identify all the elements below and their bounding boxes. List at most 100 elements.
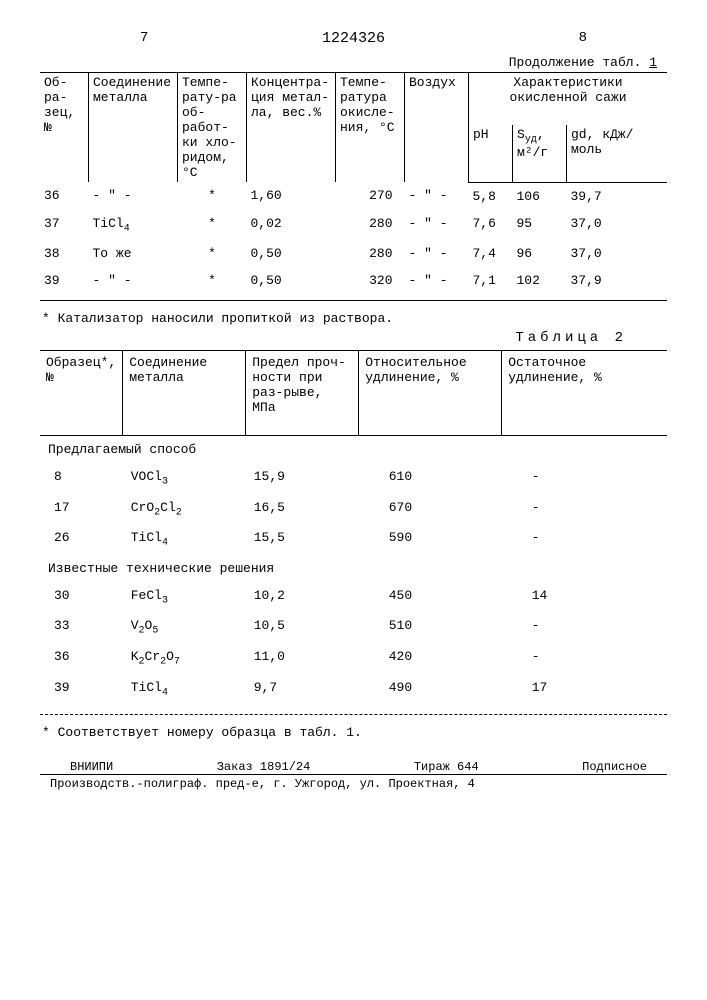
t1-col-sud: Sуд,м²/г	[513, 125, 567, 182]
cell-compound: VOCl3	[123, 463, 246, 494]
table-2-body: Предлагаемый способ	[40, 436, 667, 464]
cell-sample: 39	[40, 674, 123, 705]
table-row: 33V2O510,5510-	[40, 612, 667, 643]
cell-sample: 36	[40, 182, 89, 210]
cell-tox: 320	[336, 267, 405, 294]
t2-col-resid: Остаточное удлинение, %	[502, 351, 667, 436]
table-1-body: 36- " -*1,60270- " -5,810639,737TiCl4*0,…	[40, 182, 667, 294]
cell-air: - " -	[405, 182, 469, 210]
table-2-rows-b: 30FeCl310,24501433V2O510,5510-36K2Cr2O71…	[40, 582, 667, 704]
table-2-footnote: * Соответствует номеру образца в табл. 1…	[42, 725, 667, 740]
cell-compound: TiCl4	[123, 524, 246, 555]
cell-sample: 37	[40, 210, 89, 241]
t1-col-compound: Соединение металла	[89, 73, 178, 183]
cell-sud: 106	[513, 182, 567, 210]
t2-col-compound: Соединение металла	[123, 351, 246, 436]
page-number-left: 7	[140, 30, 148, 46]
table-row: 36- " -*1,60270- " -5,810639,7	[40, 182, 667, 210]
footer: ВНИИПИ Заказ 1891/24 Тираж 644 Подписное…	[40, 760, 667, 791]
t1-col-sample: Об-ра-зец, №	[40, 73, 89, 183]
table-row: 26TiCl415,5590-	[40, 524, 667, 555]
cell-sud: 102	[513, 267, 567, 294]
cell-resid: 17	[502, 674, 667, 705]
document-number: 1224326	[40, 30, 667, 47]
cell-strength: 10,2	[246, 582, 359, 613]
cell-sample: 33	[40, 612, 123, 643]
cell-elong: 590	[359, 524, 502, 555]
t1-col-temp-ox: Темпе-ратура окисле-ния, °С	[336, 73, 405, 183]
cell-sample: 17	[40, 494, 123, 525]
table-2: Образец*, № Соединение металла Предел пр…	[40, 350, 667, 704]
t2-col-elong: Относительное удлинение, %	[359, 351, 502, 436]
table-2-label: Таблица 2	[40, 330, 667, 346]
table-2-header: Образец*, № Соединение металла Предел пр…	[40, 351, 667, 436]
cell-gd: 39,7	[567, 182, 668, 210]
footer-org: ВНИИПИ	[70, 760, 113, 774]
cell-air: - " -	[405, 240, 469, 267]
cell-tcl: *	[178, 240, 247, 267]
cell-sample: 36	[40, 643, 123, 674]
cell-elong: 420	[359, 643, 502, 674]
table-row: 39TiCl49,749017	[40, 674, 667, 705]
footer-line-1: ВНИИПИ Заказ 1891/24 Тираж 644 Подписное	[40, 760, 667, 775]
cell-air: - " -	[405, 267, 469, 294]
t1-col-air: Воздух	[405, 73, 469, 183]
cell-strength: 16,5	[246, 494, 359, 525]
cell-compound: TiCl4	[123, 674, 246, 705]
cell-sud: 95	[513, 210, 567, 241]
t1-col-conc: Концентра-ция метал-ла, вес.%	[247, 73, 336, 183]
t2-section-b: Известные технические решения	[40, 555, 667, 582]
cell-elong: 450	[359, 582, 502, 613]
cell-tcl: *	[178, 210, 247, 241]
cell-tox: 280	[336, 210, 405, 241]
cell-tox: 270	[336, 182, 405, 210]
cell-elong: 510	[359, 612, 502, 643]
footer-tirazh: Тираж 644	[414, 760, 479, 774]
cell-compound: TiCl4	[89, 210, 178, 241]
t2-col-strength: Предел проч-ности при раз-рыве, МПа	[246, 351, 359, 436]
cell-resid: -	[502, 524, 667, 555]
table-1-header: Об-ра-зец, № Соединение металла Темпе-ра…	[40, 73, 667, 183]
cell-strength: 15,5	[246, 524, 359, 555]
table-row: 39- " -*0,50320- " -7,110237,9	[40, 267, 667, 294]
cell-strength: 15,9	[246, 463, 359, 494]
table-row: 38То же*0,50280- " -7,49637,0	[40, 240, 667, 267]
cell-elong: 670	[359, 494, 502, 525]
cell-resid: 14	[502, 582, 667, 613]
table-2-rows-a: 8VOCl315,9610-17CrO2Cl216,5670-26TiCl415…	[40, 463, 667, 555]
cell-resid: -	[502, 494, 667, 525]
t1-col-group: Характеристики окисленной сажи	[469, 73, 668, 125]
page-number-right: 8	[579, 30, 587, 46]
page: 7 8 1224326 Продолжение табл. 1 Об-ра-зе…	[0, 0, 707, 811]
footer-order: Заказ 1891/24	[217, 760, 311, 774]
t1-col-ph: pH	[469, 125, 513, 182]
table-row: 37TiCl4*0,02280- " -7,69537,0	[40, 210, 667, 241]
cell-gd: 37,0	[567, 210, 668, 241]
cell-compound: - " -	[89, 267, 178, 294]
cell-sample: 39	[40, 267, 89, 294]
t1-col-gd: gd, кДж/моль	[567, 125, 668, 182]
cell-elong: 610	[359, 463, 502, 494]
cell-air: - " -	[405, 210, 469, 241]
footer-sub: Подписное	[582, 760, 647, 774]
cell-sample: 30	[40, 582, 123, 613]
cell-strength: 9,7	[246, 674, 359, 705]
cell-strength: 11,0	[246, 643, 359, 674]
table-1-bottom-rule	[40, 300, 667, 301]
table-row: 30FeCl310,245014	[40, 582, 667, 613]
cell-resid: -	[502, 612, 667, 643]
table-row: 8VOCl315,9610-	[40, 463, 667, 494]
cell-conc: 1,60	[247, 182, 336, 210]
cell-conc: 0,50	[247, 240, 336, 267]
table-1-footnote: * Катализатор наносили пропиткой из раст…	[42, 311, 667, 326]
cell-compound: - " -	[89, 182, 178, 210]
cell-compound: То же	[89, 240, 178, 267]
cell-sud: 96	[513, 240, 567, 267]
dashed-rule	[40, 714, 667, 715]
cell-compound: V2O5	[123, 612, 246, 643]
table-row: 17CrO2Cl216,5670-	[40, 494, 667, 525]
cell-tox: 280	[336, 240, 405, 267]
cell-sample: 8	[40, 463, 123, 494]
cell-tcl: *	[178, 182, 247, 210]
cell-sample: 26	[40, 524, 123, 555]
